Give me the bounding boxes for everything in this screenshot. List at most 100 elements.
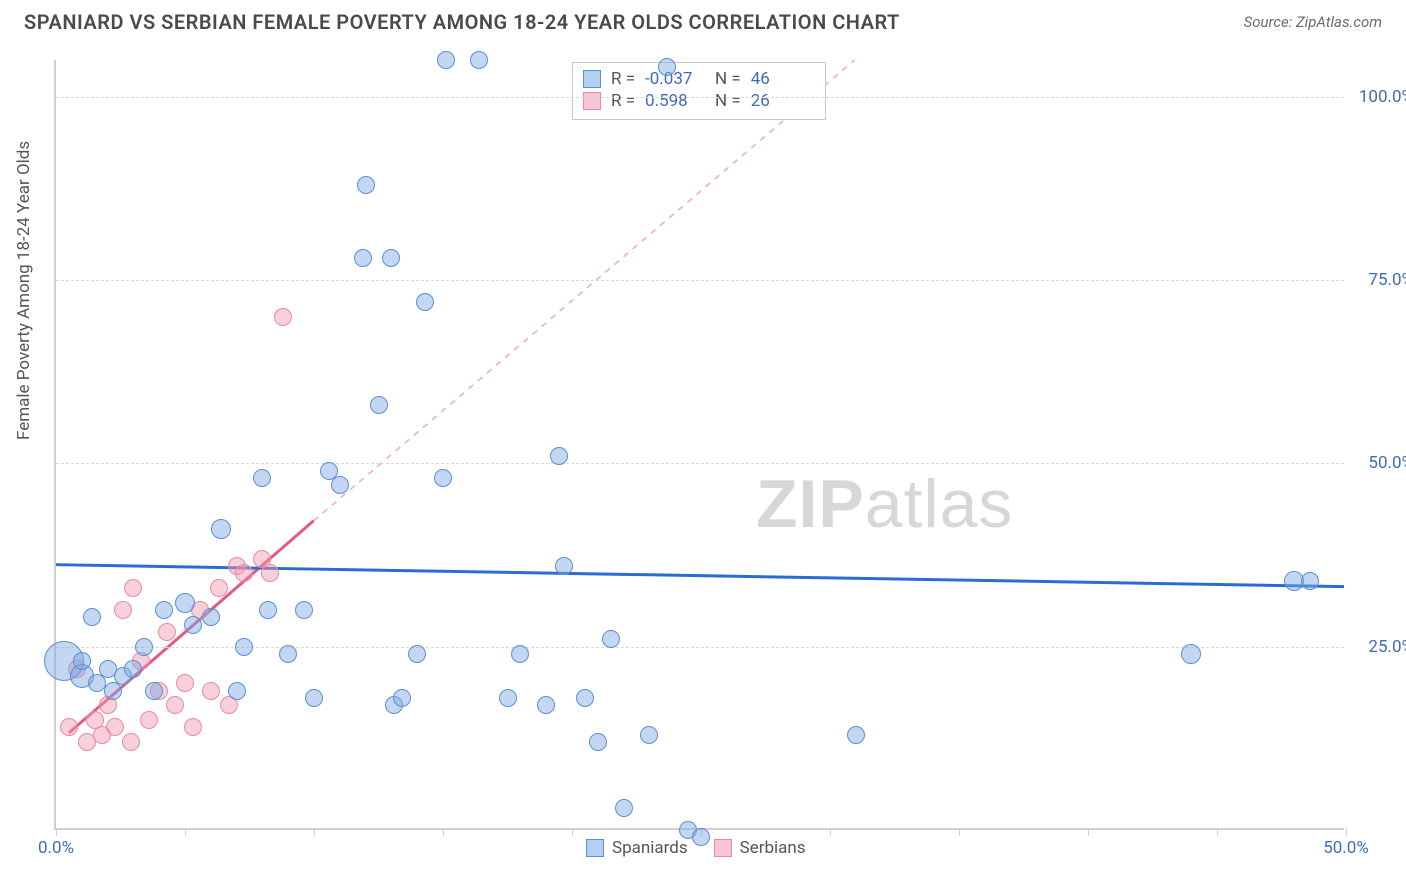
blue-point (357, 176, 375, 194)
n-value: 26 (751, 91, 811, 111)
blue-point (615, 799, 633, 817)
blue-point (184, 616, 202, 634)
x-tick (830, 828, 831, 836)
blue-point (499, 689, 517, 707)
pink-point (60, 718, 78, 736)
blue-point (370, 396, 388, 414)
y-tick-label: 75.0% (1354, 270, 1406, 290)
gridline (56, 280, 1344, 281)
blue-point (295, 601, 313, 619)
pink-point (122, 733, 140, 751)
n-label: N = (715, 69, 741, 89)
blue-point (658, 58, 676, 76)
y-tick-label: 100.0% (1354, 87, 1406, 107)
y-tick-label: 25.0% (1354, 637, 1406, 657)
blue-point (259, 601, 277, 619)
n-value: 46 (751, 69, 811, 89)
blue-point (470, 51, 488, 69)
pink-point (106, 718, 124, 736)
r-value: 0.598 (645, 91, 705, 111)
pink-point (202, 682, 220, 700)
blue-point (175, 593, 195, 613)
legend-swatch (583, 92, 601, 110)
blue-point (555, 557, 573, 575)
blue-point (640, 726, 658, 744)
x-tick (1088, 828, 1089, 836)
trend-lines (56, 60, 1344, 828)
pink-point (184, 718, 202, 736)
legend-item: Serbians (714, 838, 806, 858)
legend-label: Spaniards (612, 838, 688, 858)
blue-point (305, 689, 323, 707)
blue-point (253, 469, 271, 487)
pink-point (124, 579, 142, 597)
legend-stat-row: R =0.598N =26 (583, 91, 811, 111)
blue-point (202, 608, 220, 626)
blue-point (692, 828, 710, 846)
pink-point (235, 564, 253, 582)
pink-point (210, 579, 228, 597)
blue-point (602, 630, 620, 648)
blue-point (211, 519, 231, 539)
blue-point (83, 608, 101, 626)
blue-point (416, 293, 434, 311)
blue-point (847, 726, 865, 744)
blue-point (537, 696, 555, 714)
x-tick (1346, 828, 1347, 836)
blue-point (124, 660, 142, 678)
x-tick (1217, 828, 1218, 836)
r-label: R = (611, 69, 635, 89)
blue-point (73, 652, 91, 670)
legend-swatch (583, 70, 601, 88)
blue-point (235, 638, 253, 656)
legend-swatch (714, 839, 732, 857)
correlation-legend-box: R =-0.037N =46R =0.598N =26 (572, 62, 826, 120)
gridline (56, 463, 1344, 464)
blue-point (408, 645, 426, 663)
x-tick-label: 0.0% (38, 838, 74, 858)
watermark: ZIPatlas (756, 465, 1013, 543)
gridline (56, 97, 1344, 98)
legend-stat-row: R =-0.037N =46 (583, 69, 811, 89)
blue-point (155, 601, 173, 619)
blue-point (550, 447, 568, 465)
y-axis-title: Female Poverty Among 18-24 Year Olds (14, 141, 34, 440)
blue-point (511, 645, 529, 663)
blue-point (382, 249, 400, 267)
blue-point (1181, 644, 1201, 664)
blue-point (279, 645, 297, 663)
x-tick (185, 828, 186, 836)
pink-point (176, 674, 194, 692)
y-tick-label: 50.0% (1354, 453, 1406, 473)
blue-point (437, 51, 455, 69)
blue-point (331, 476, 349, 494)
legend-label: Serbians (740, 838, 806, 858)
pink-point (140, 711, 158, 729)
legend-item: Spaniards (586, 838, 688, 858)
source-label: Source: ZipAtlas.com (1244, 13, 1382, 31)
blue-point (576, 689, 594, 707)
pink-point (274, 308, 292, 326)
x-tick-label: 50.0% (1323, 838, 1369, 858)
blue-point (145, 682, 163, 700)
blue-point (135, 638, 153, 656)
n-label: N = (715, 91, 741, 111)
blue-point (434, 469, 452, 487)
pink-point (261, 564, 279, 582)
blue-point (589, 733, 607, 751)
pink-point (158, 623, 176, 641)
legend-swatch (586, 839, 604, 857)
x-tick (314, 828, 315, 836)
blue-point (1301, 572, 1319, 590)
scatter-chart: R =-0.037N =46R =0.598N =26 ZIPatlas Spa… (54, 60, 1344, 830)
blue-point (354, 249, 372, 267)
blue-point (228, 682, 246, 700)
pink-point (166, 696, 184, 714)
x-tick (572, 828, 573, 836)
x-tick (56, 828, 57, 836)
chart-title: SPANIARD VS SERBIAN FEMALE POVERTY AMONG… (24, 10, 900, 34)
x-tick (443, 828, 444, 836)
pink-point (114, 601, 132, 619)
blue-point (393, 689, 411, 707)
x-tick (959, 828, 960, 836)
